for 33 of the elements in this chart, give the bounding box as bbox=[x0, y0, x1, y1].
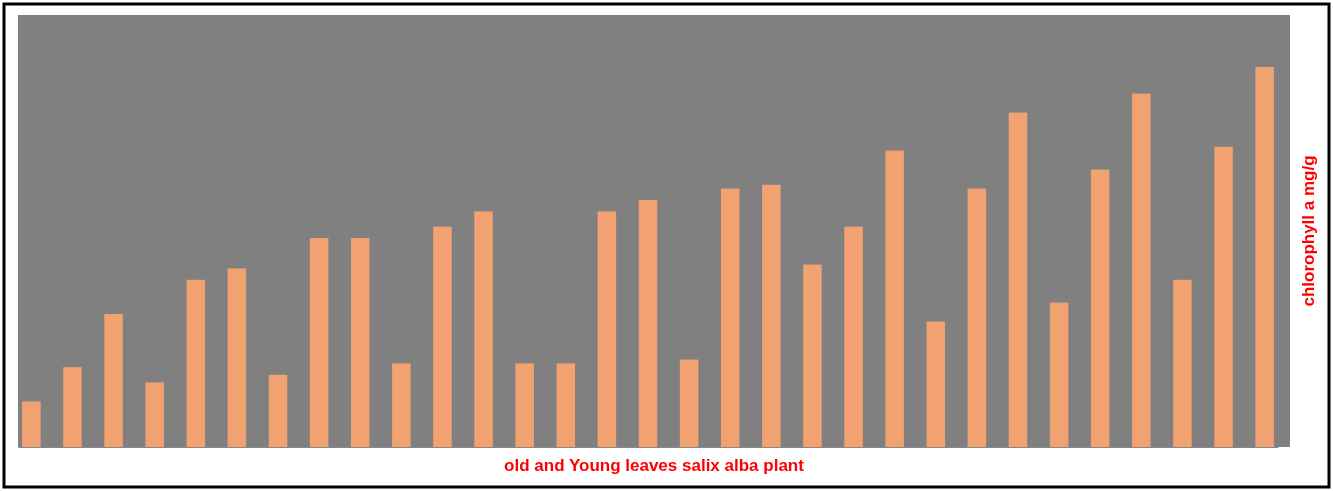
bar bbox=[926, 321, 946, 447]
bar bbox=[145, 382, 164, 447]
bar bbox=[350, 238, 370, 447]
bar bbox=[1214, 146, 1233, 447]
bar bbox=[556, 363, 576, 447]
bar bbox=[22, 401, 41, 447]
bar bbox=[679, 359, 699, 447]
bar bbox=[597, 211, 617, 447]
bar bbox=[1255, 67, 1274, 447]
bar bbox=[227, 268, 247, 447]
bar bbox=[433, 226, 452, 447]
bar bbox=[186, 279, 206, 447]
bar bbox=[1090, 169, 1110, 447]
bar bbox=[803, 264, 822, 447]
bar bbox=[515, 363, 534, 447]
bar bbox=[762, 184, 781, 447]
bar bbox=[720, 188, 740, 447]
bar bbox=[268, 374, 288, 447]
bar bbox=[1173, 279, 1192, 447]
bar bbox=[885, 150, 904, 447]
bar bbox=[1049, 302, 1069, 447]
bar bbox=[638, 200, 658, 447]
bar bbox=[844, 226, 863, 447]
x-axis-title: old and Young leaves salix alba plant bbox=[504, 456, 805, 475]
bar bbox=[309, 238, 329, 447]
y-axis-title: chlorophyll a mg/g bbox=[1299, 155, 1318, 307]
bar bbox=[392, 363, 411, 447]
bar bbox=[104, 314, 123, 447]
bar bbox=[967, 188, 987, 447]
bar bbox=[474, 211, 493, 447]
bar bbox=[1132, 93, 1151, 447]
bar bbox=[63, 367, 82, 447]
bar bbox=[1008, 112, 1028, 447]
